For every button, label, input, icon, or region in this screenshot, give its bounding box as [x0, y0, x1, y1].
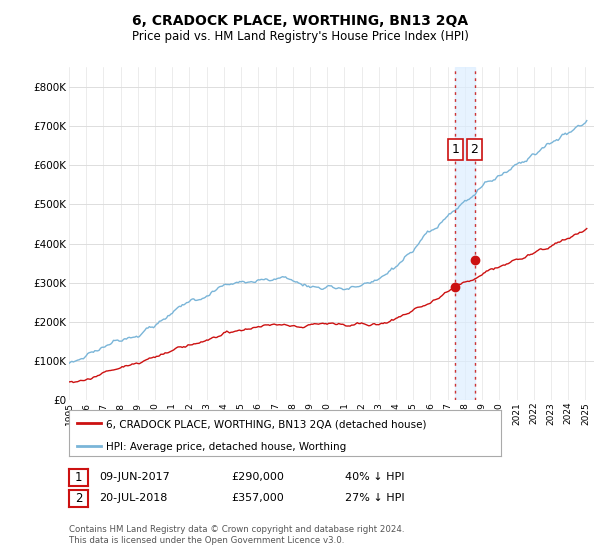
- Text: 6, CRADOCK PLACE, WORTHING, BN13 2QA: 6, CRADOCK PLACE, WORTHING, BN13 2QA: [132, 14, 468, 28]
- Text: 1: 1: [451, 143, 459, 156]
- Text: HPI: Average price, detached house, Worthing: HPI: Average price, detached house, Wort…: [106, 442, 346, 452]
- Text: 6, CRADOCK PLACE, WORTHING, BN13 2QA (detached house): 6, CRADOCK PLACE, WORTHING, BN13 2QA (de…: [106, 419, 426, 430]
- Text: 1: 1: [75, 470, 82, 484]
- Text: 09-JUN-2017: 09-JUN-2017: [99, 472, 170, 482]
- Text: 20-JUL-2018: 20-JUL-2018: [99, 493, 167, 503]
- Text: 27% ↓ HPI: 27% ↓ HPI: [345, 493, 404, 503]
- Text: £290,000: £290,000: [231, 472, 284, 482]
- Text: 2: 2: [470, 143, 478, 156]
- Bar: [455, 67, 475, 400]
- Text: £357,000: £357,000: [231, 493, 284, 503]
- Text: 2: 2: [75, 492, 82, 505]
- Text: Price paid vs. HM Land Registry's House Price Index (HPI): Price paid vs. HM Land Registry's House …: [131, 30, 469, 43]
- Text: 40% ↓ HPI: 40% ↓ HPI: [345, 472, 404, 482]
- Text: Contains HM Land Registry data © Crown copyright and database right 2024.
This d: Contains HM Land Registry data © Crown c…: [69, 525, 404, 545]
